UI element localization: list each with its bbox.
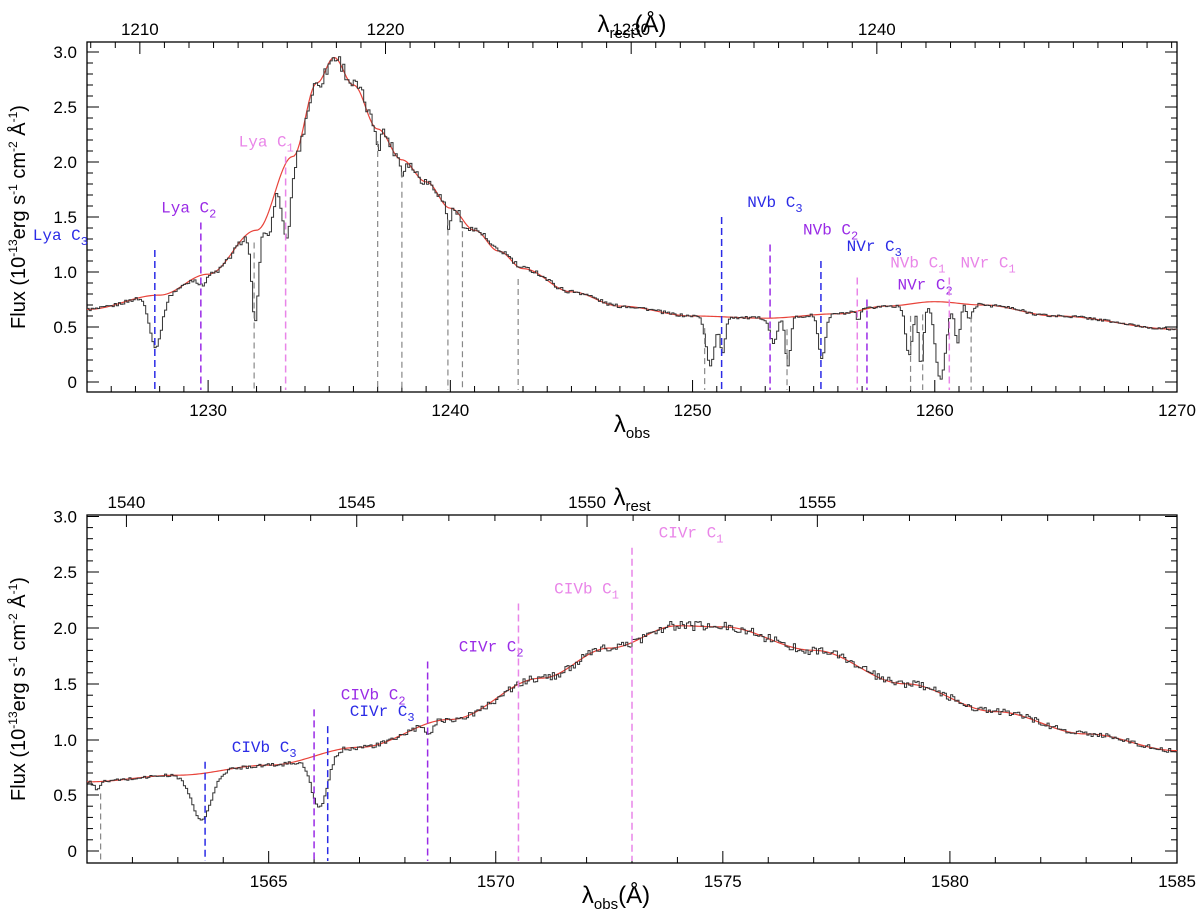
panel-bottom: 1565 1570 1575 1580 1585 1540 1545 1550 1555 0 0.5… [6, 484, 1196, 910]
top-tick-label: 1555 [798, 493, 836, 512]
top-axis-title: λrest(Å) [597, 10, 666, 42]
x-tick-label: 1260 [916, 401, 954, 420]
plot-frame [86, 514, 1178, 864]
observed-spectrum-line [87, 620, 1178, 821]
y-tick-label: 2.0 [53, 619, 77, 638]
y-tick-label: 2.5 [53, 563, 77, 582]
y-tick-label: 3.0 [53, 508, 77, 527]
component-label: CIVr C1 [659, 525, 724, 547]
y-tick-label: 3.0 [53, 43, 77, 62]
component-label: NVb C2 [803, 222, 858, 244]
x-axis-label: λobs(Å) [582, 881, 650, 910]
component-label: Lya C3 [33, 227, 88, 249]
component-label: NVr C3 [847, 238, 902, 260]
y-tick-label: 2.5 [53, 98, 77, 117]
x-tick-label: 1570 [477, 872, 515, 891]
component-label: CIVr C2 [459, 638, 524, 660]
y-axis-label: Flux (10-13erg s-1 cm-2 Å-1) [6, 577, 30, 801]
x-axis-label: λobs [614, 411, 650, 442]
y-tick-label: 0.5 [53, 318, 77, 337]
component-label: NVb C1 [890, 255, 945, 277]
top-tick-label: 1240 [858, 20, 896, 39]
component-label: CIVr C3 [350, 703, 415, 725]
component-label: NVb C3 [747, 194, 802, 216]
x-tick-label: 1585 [1158, 872, 1196, 891]
y-tick-label: 2.0 [53, 153, 77, 172]
component-label: CIVb C3 [232, 739, 297, 761]
continuum-fit-line [86, 56, 1178, 330]
top-tick-label: 1550 [568, 493, 606, 512]
plot-frame [86, 41, 1178, 393]
x-tick-label: 1230 [189, 401, 227, 420]
y-tick-label: 1.5 [53, 675, 77, 694]
y-tick-label: 0 [68, 842, 77, 861]
top-tick-label: 1230 [612, 20, 650, 39]
component-label: CIVb C2 [341, 686, 406, 708]
x-tick-label: 1270 [1158, 401, 1196, 420]
component-label: Lya C1 [239, 134, 294, 156]
x-tick-label: 1240 [431, 401, 469, 420]
y-tick-label: 0.5 [53, 786, 77, 805]
observed-spectrum-line [87, 56, 1178, 380]
top-tick-label: 1210 [121, 20, 159, 39]
y-tick-label: 1.0 [53, 731, 77, 750]
top-tick-label: 1545 [338, 493, 376, 512]
top-tick-label: 1220 [367, 20, 405, 39]
x-tick-label: 1250 [674, 401, 712, 420]
y-axis-label: Flux (10-13erg s-1 cm-2 Å-1) [6, 105, 30, 329]
x-tick-label: 1565 [250, 872, 288, 891]
panel-top: 1230 1240 1250 1260 1270 1210 1220 1230 1240 0 0.5… [6, 10, 1196, 442]
component-label: Lya C2 [161, 200, 216, 222]
top-axis-title: λrest [613, 484, 651, 515]
top-tick-label: 1540 [108, 493, 146, 512]
y-tick-label: 1.0 [53, 263, 77, 282]
y-tick-label: 0 [68, 373, 77, 392]
x-tick-label: 1580 [931, 872, 969, 891]
component-label: NVr C1 [960, 255, 1015, 277]
component-label: CIVb C1 [554, 580, 619, 602]
component-label: NVr C2 [897, 277, 952, 299]
x-tick-label: 1575 [704, 872, 742, 891]
y-tick-label: 1.5 [53, 208, 77, 227]
